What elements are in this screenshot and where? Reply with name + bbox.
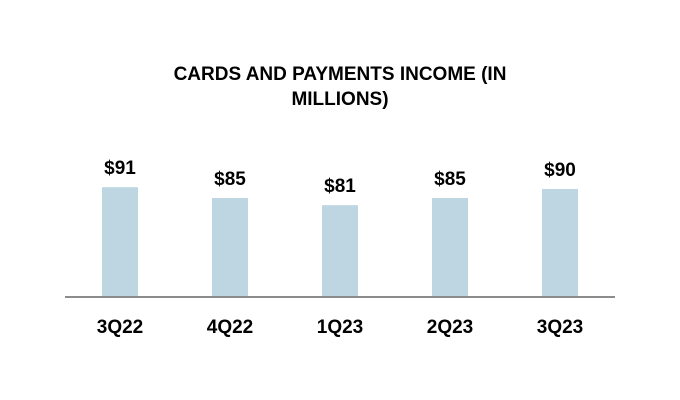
value-label: $85	[214, 169, 246, 190]
chart-title: CARDS AND PAYMENTS INCOME (IN MILLIONS)	[173, 64, 507, 110]
bar	[542, 189, 578, 297]
bar	[102, 187, 138, 297]
value-label: $90	[544, 160, 576, 181]
x-tick-label: 3Q23	[537, 317, 583, 338]
value-label: $85	[434, 169, 466, 190]
bar	[212, 198, 248, 297]
x-tick-label: 3Q22	[97, 317, 143, 338]
bar	[322, 205, 358, 297]
value-label: $91	[104, 158, 136, 179]
value-label: $81	[324, 176, 356, 197]
x-tick-label: 4Q22	[207, 317, 253, 338]
x-tick-label: 1Q23	[317, 317, 363, 338]
bar	[432, 198, 468, 297]
x-tick-label: 2Q23	[427, 317, 473, 338]
